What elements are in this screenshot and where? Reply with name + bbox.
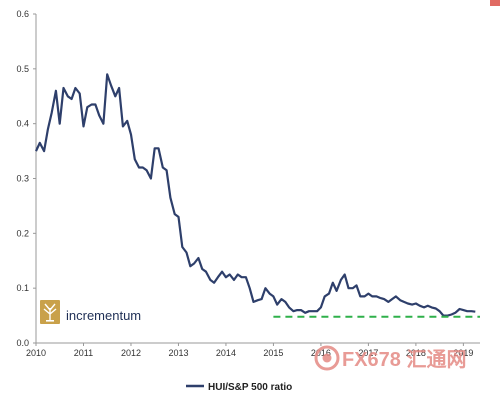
corner-mark xyxy=(490,0,500,6)
y-tick-label: 0.6 xyxy=(16,9,29,19)
x-tick-label: 2018 xyxy=(406,348,426,358)
watermark-text: FX678 汇通网 xyxy=(342,348,466,371)
y-tick-label: 0.3 xyxy=(16,174,29,184)
x-tick-label: 2015 xyxy=(263,348,283,358)
x-tick-label: 2017 xyxy=(358,348,378,358)
x-tick-label: 2010 xyxy=(26,348,46,358)
y-axis-ticks: 0.0 0.1 0.2 0.3 0.4 0.5 0.6 xyxy=(16,9,36,348)
x-tick-label: 2013 xyxy=(168,348,188,358)
chart-axes xyxy=(35,14,480,344)
y-tick-label: 0.0 xyxy=(16,338,29,348)
x-tick-label: 2019 xyxy=(453,348,473,358)
y-tick-label: 0.2 xyxy=(16,228,29,238)
legend-label: HUI/S&P 500 ratio xyxy=(208,382,292,393)
series-line-hui-sp500 xyxy=(35,73,476,317)
brand-name: incrementum xyxy=(66,308,141,323)
y-tick-label: 0.4 xyxy=(16,119,29,129)
series-lines xyxy=(35,73,480,318)
watermark: FX678 汇通网 xyxy=(314,345,466,371)
fx678-logo-icon xyxy=(314,345,340,371)
x-tick-label: 2012 xyxy=(121,348,141,358)
y-tick-label: 0.1 xyxy=(16,283,29,293)
y-tick-label: 0.5 xyxy=(16,64,29,74)
x-axis-ticks: 2010 2011 2012 2013 2014 2015 2016 2017 2018 2019 xyxy=(26,343,473,358)
brand-logo: incrementum xyxy=(40,300,141,324)
x-tick-label: 2014 xyxy=(216,348,236,358)
x-tick-label: 2011 xyxy=(74,348,93,358)
x-tick-label: 2016 xyxy=(311,348,331,358)
chart-legend: HUI/S&P 500 ratio xyxy=(186,382,292,393)
tree-icon xyxy=(40,300,60,324)
